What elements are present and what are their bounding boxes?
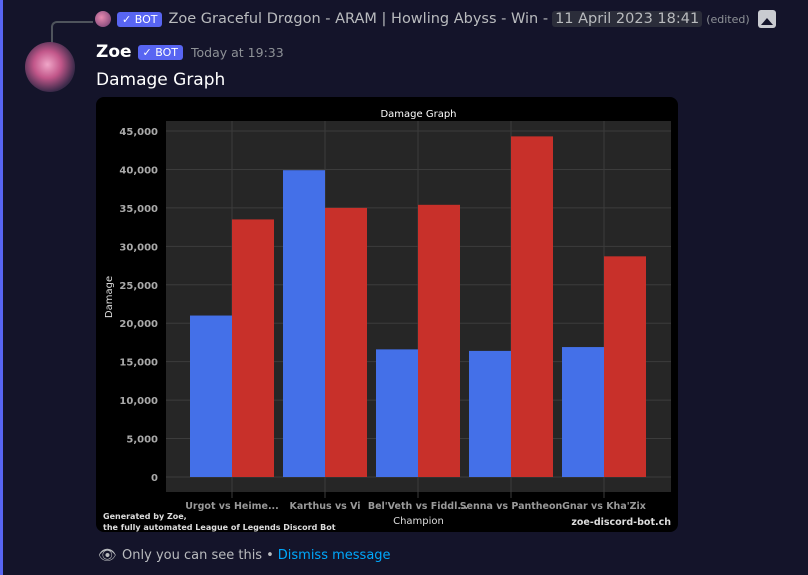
bar-enemy [325, 207, 367, 477]
credit-text: Generated by Zoe, [103, 512, 187, 521]
bar-ally [376, 349, 418, 477]
x-tick-label: Urgot vs Heime... [185, 501, 279, 512]
bar-enemy [511, 136, 553, 478]
chart-image[interactable]: 0 5,000 10,000 15,000 20,000 25,000 30,000 35,0… [96, 97, 678, 532]
y-tick-label: 35,000 [119, 204, 158, 215]
bar-enemy [418, 204, 460, 477]
x-tick-label: Senna vs Pantheon [460, 501, 563, 512]
bar-ally [190, 315, 232, 477]
bot-badge: ✓ BOT [137, 44, 183, 60]
credit-url: zoe-discord-bot.ch [571, 517, 671, 528]
reply-spine [51, 21, 93, 43]
bar-enemy [604, 256, 646, 477]
eye-icon: 👁 [98, 546, 118, 564]
avatar[interactable] [25, 42, 75, 92]
image-icon [757, 10, 776, 28]
y-tick-label: 0 [151, 473, 158, 484]
bar-enemy [232, 219, 274, 477]
x-tick-label: Bel'Veth vs Fiddl... [368, 501, 468, 512]
y-tick-label: 30,000 [119, 242, 158, 253]
dismiss-message-link[interactable]: Dismiss message [277, 547, 391, 563]
x-axis-label: Champion [393, 516, 444, 527]
credit-text: the fully automated League of Legends Di… [103, 523, 336, 532]
separator: • [266, 547, 274, 563]
y-tick-label: 20,000 [119, 319, 158, 330]
edited-label: (edited) [706, 12, 750, 26]
y-tick-label: 45,000 [119, 127, 158, 138]
reply-avatar [95, 11, 111, 27]
message-content: Damage Graph [96, 70, 226, 90]
bar-ally [469, 350, 511, 477]
author-name[interactable]: Zoe [96, 42, 132, 62]
x-tick-label: Karthus vs Vi [289, 501, 360, 512]
damage-chart: 0 5,000 10,000 15,000 20,000 25,000 30,000 35,0… [103, 109, 671, 532]
y-axis-label: Damage [104, 276, 115, 318]
y-tick-label: 10,000 [119, 396, 158, 407]
ephemeral-notice: Only you can see this [122, 547, 263, 563]
reply-date: 11 April 2023 18:41 [552, 11, 703, 27]
x-tick-label: Gnar vs Kha'Zix [562, 501, 646, 512]
chart-title: Damage Graph [380, 109, 456, 120]
bar-ally [283, 170, 325, 478]
bot-badge: ✓ BOT [117, 11, 163, 27]
reply-title[interactable]: Zoe Graceful Drαgon - ARAM | Howling Aby… [168, 11, 549, 27]
y-tick-label: 15,000 [119, 358, 158, 369]
bar-ally [562, 347, 604, 477]
y-tick-label: 5,000 [126, 435, 158, 446]
y-tick-label: 40,000 [119, 165, 158, 176]
timestamp: Today at 19:33 [191, 44, 284, 60]
reply-reference[interactable]: ✓ BOT Zoe Graceful Drαgon - ARAM | Howli… [51, 10, 776, 28]
y-tick-label: 25,000 [119, 281, 158, 292]
